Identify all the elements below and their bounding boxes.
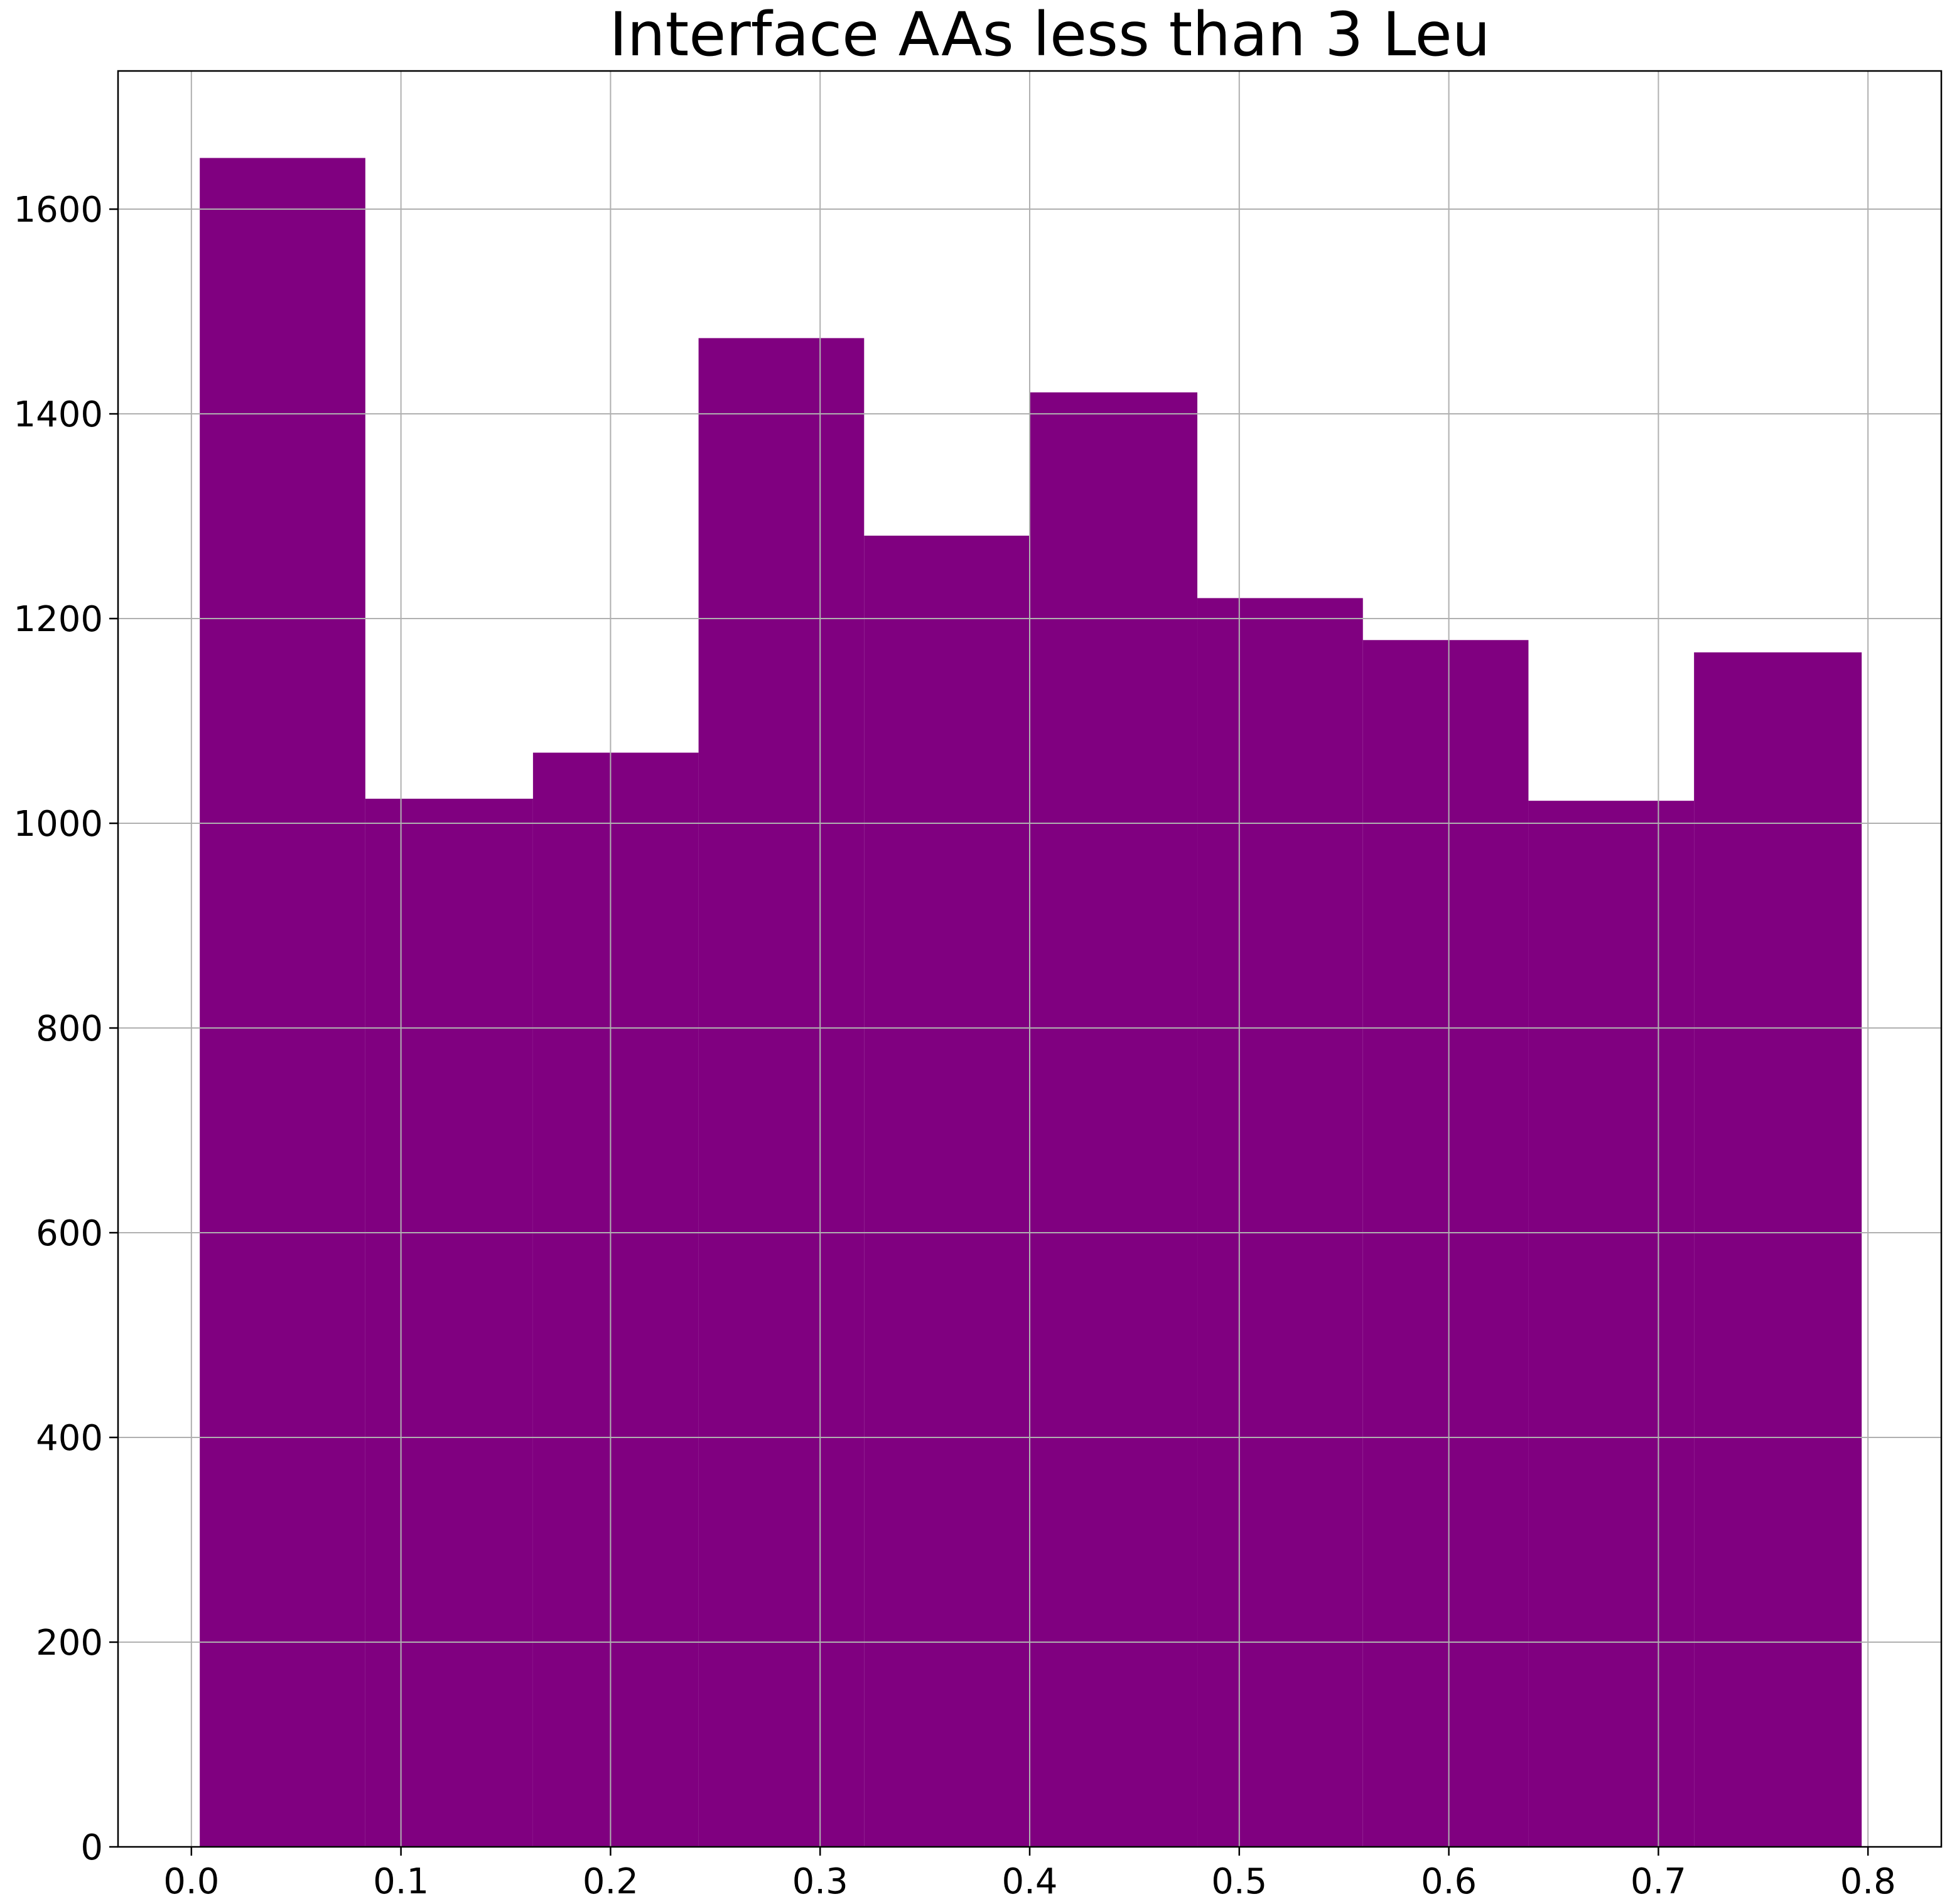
x-tick-label-4: 0.4	[1001, 1861, 1057, 1902]
histogram-bar-10	[1694, 652, 1862, 1847]
x-tick-label-5: 0.5	[1211, 1861, 1267, 1902]
histogram-bar-5	[864, 536, 1030, 1847]
x-tick-label-6: 0.6	[1421, 1861, 1477, 1902]
y-tick-label-3: 600	[36, 1213, 103, 1254]
x-tick-label-8: 0.8	[1840, 1861, 1896, 1902]
histogram-bar-2	[365, 798, 533, 1847]
y-tick-label-1: 200	[36, 1623, 103, 1663]
y-tick-label-6: 1200	[13, 599, 103, 640]
x-tick-label-3: 0.3	[792, 1861, 848, 1902]
x-tick-label-0: 0.0	[163, 1861, 219, 1902]
histogram-bar-4	[698, 338, 865, 1847]
y-tick-label-5: 1000	[13, 804, 103, 845]
x-tick-label-7: 0.7	[1631, 1861, 1686, 1902]
histogram-bar-7	[1197, 598, 1363, 1847]
histogram-bar-6	[1030, 392, 1198, 1847]
chart-title: Interface AAs less than 3 Leu	[609, 0, 1490, 70]
histogram-bar-8	[1362, 640, 1529, 1847]
y-tick-label-0: 0	[80, 1827, 103, 1868]
bars-layer	[200, 158, 1862, 1847]
histogram-bar-3	[532, 752, 699, 1847]
y-axis-ticks: 0 200 400 600 800 1000 1200 1400 1600	[13, 190, 118, 1868]
y-tick-label-7: 1400	[13, 394, 103, 435]
histogram-bar-1	[200, 158, 365, 1847]
y-tick-label-4: 800	[36, 1009, 103, 1049]
y-tick-label-8: 1600	[13, 190, 103, 230]
histogram-bar-9	[1528, 801, 1695, 1847]
x-tick-label-1: 0.1	[373, 1861, 429, 1902]
x-tick-label-2: 0.2	[583, 1861, 639, 1902]
y-tick-label-2: 400	[36, 1418, 103, 1459]
x-axis-ticks: 0.0 0.1 0.2 0.3 0.4 0.5 0.6 0.7 0.8	[163, 1847, 1896, 1902]
grid-layer	[118, 71, 1941, 1847]
